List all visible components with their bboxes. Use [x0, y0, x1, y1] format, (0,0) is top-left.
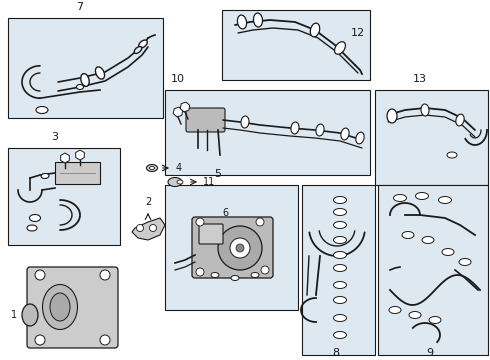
Circle shape — [218, 226, 262, 270]
Polygon shape — [30, 270, 115, 345]
Ellipse shape — [334, 332, 346, 338]
Text: 4: 4 — [176, 163, 182, 173]
Text: 7: 7 — [76, 2, 84, 12]
Bar — [8, 148, 120, 245]
Ellipse shape — [237, 15, 246, 29]
Circle shape — [196, 268, 204, 276]
Ellipse shape — [134, 46, 142, 54]
Circle shape — [256, 218, 264, 226]
Ellipse shape — [422, 237, 434, 243]
Ellipse shape — [177, 180, 183, 184]
Text: 12: 12 — [351, 28, 365, 38]
Bar — [302, 185, 375, 355]
Ellipse shape — [456, 114, 464, 126]
Circle shape — [100, 335, 110, 345]
Ellipse shape — [139, 40, 147, 48]
Circle shape — [149, 225, 156, 231]
Ellipse shape — [41, 174, 49, 179]
Bar — [55, 162, 100, 184]
Ellipse shape — [387, 109, 397, 123]
Ellipse shape — [96, 67, 104, 79]
Bar — [222, 10, 370, 80]
Circle shape — [137, 225, 144, 231]
Ellipse shape — [442, 248, 454, 256]
Ellipse shape — [429, 316, 441, 324]
Ellipse shape — [241, 116, 249, 128]
Ellipse shape — [334, 252, 346, 258]
Ellipse shape — [36, 107, 48, 113]
Ellipse shape — [147, 165, 157, 171]
Text: 11: 11 — [203, 177, 215, 187]
FancyBboxPatch shape — [192, 217, 273, 278]
Bar — [375, 90, 488, 185]
Text: 3: 3 — [51, 132, 58, 142]
Circle shape — [261, 266, 269, 274]
Text: 6: 6 — [222, 208, 228, 218]
Ellipse shape — [27, 225, 37, 231]
Ellipse shape — [334, 221, 346, 229]
Circle shape — [230, 238, 250, 258]
Bar — [378, 185, 488, 355]
Ellipse shape — [335, 42, 345, 54]
Ellipse shape — [341, 128, 349, 140]
Bar — [165, 90, 370, 175]
Circle shape — [196, 218, 204, 226]
Ellipse shape — [402, 231, 414, 238]
Ellipse shape — [211, 273, 219, 278]
FancyBboxPatch shape — [186, 108, 225, 132]
Text: 10: 10 — [171, 74, 185, 84]
Polygon shape — [132, 218, 165, 240]
Ellipse shape — [356, 132, 364, 144]
Text: 13: 13 — [413, 74, 427, 84]
FancyBboxPatch shape — [27, 267, 118, 348]
Circle shape — [35, 270, 45, 280]
Ellipse shape — [334, 297, 346, 303]
Ellipse shape — [459, 258, 471, 266]
Text: 2: 2 — [145, 197, 151, 207]
Ellipse shape — [334, 265, 346, 271]
Ellipse shape — [22, 304, 38, 326]
Ellipse shape — [50, 293, 70, 321]
Ellipse shape — [168, 177, 182, 186]
Text: 1: 1 — [11, 310, 17, 320]
Ellipse shape — [149, 166, 154, 170]
Ellipse shape — [334, 197, 346, 203]
Text: 9: 9 — [426, 348, 434, 358]
Ellipse shape — [310, 23, 319, 37]
Circle shape — [100, 270, 110, 280]
Ellipse shape — [447, 152, 457, 158]
Bar — [8, 18, 163, 118]
Ellipse shape — [389, 306, 401, 314]
Ellipse shape — [81, 74, 89, 86]
Ellipse shape — [421, 104, 429, 116]
Ellipse shape — [253, 13, 263, 27]
Ellipse shape — [334, 315, 346, 321]
Ellipse shape — [334, 282, 346, 288]
Circle shape — [35, 335, 45, 345]
Ellipse shape — [439, 197, 451, 203]
Circle shape — [236, 244, 244, 252]
Ellipse shape — [231, 275, 239, 280]
Ellipse shape — [43, 284, 77, 329]
Ellipse shape — [409, 311, 421, 319]
Ellipse shape — [29, 215, 41, 221]
Ellipse shape — [334, 208, 346, 216]
Ellipse shape — [316, 124, 324, 136]
Ellipse shape — [416, 193, 428, 199]
Ellipse shape — [393, 194, 407, 202]
Ellipse shape — [76, 85, 83, 90]
Ellipse shape — [251, 273, 259, 278]
Ellipse shape — [334, 237, 346, 243]
Text: 5: 5 — [215, 169, 221, 179]
Ellipse shape — [291, 122, 299, 134]
FancyBboxPatch shape — [199, 224, 223, 244]
Text: 8: 8 — [332, 348, 340, 358]
Bar — [165, 185, 298, 310]
